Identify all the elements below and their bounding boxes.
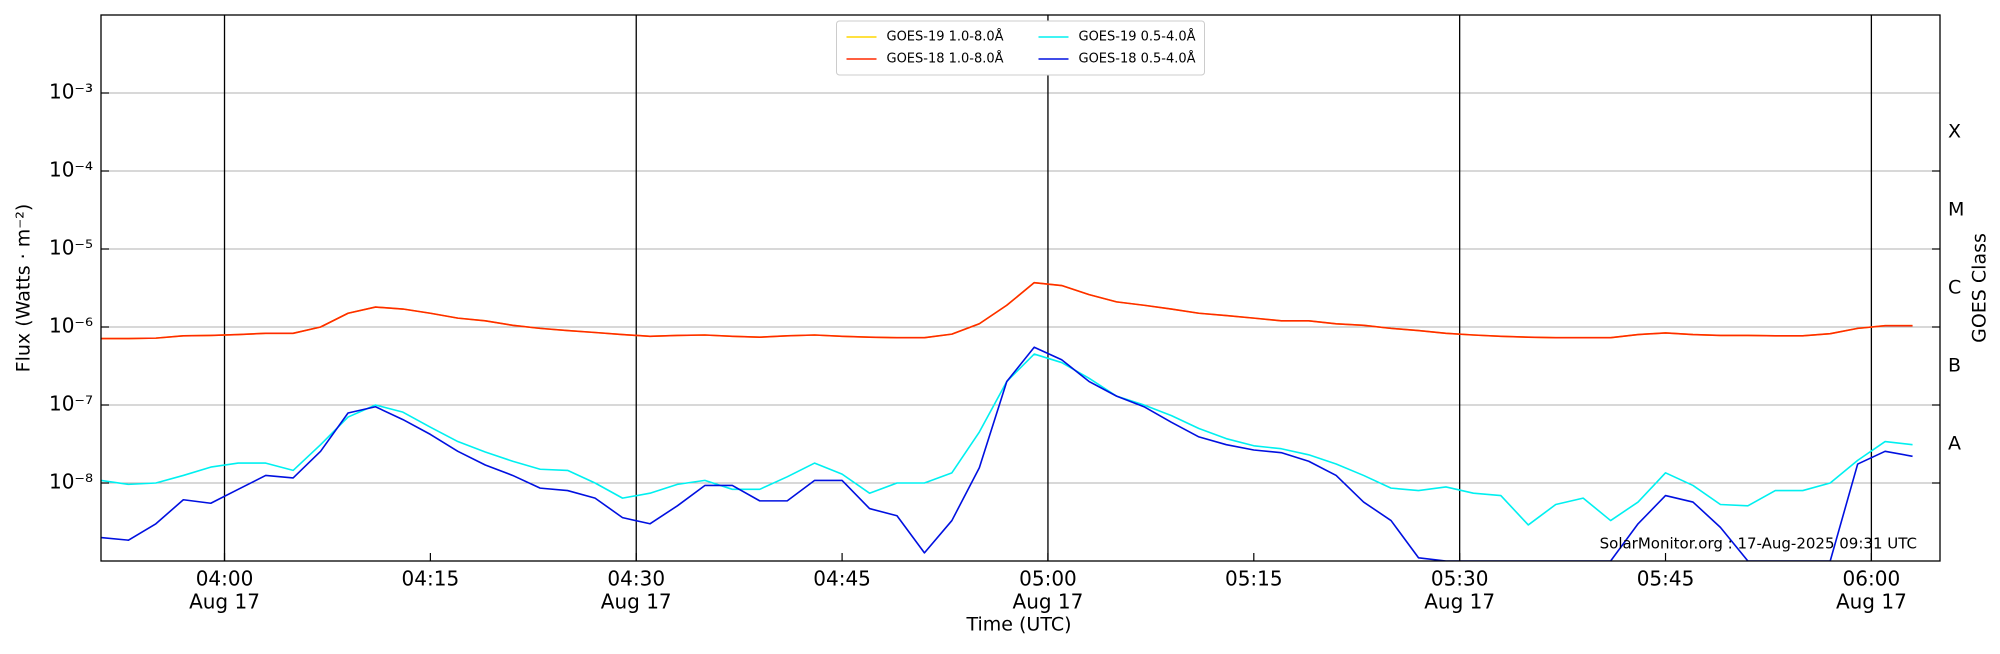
y2-axis-label: GOES Class [1969, 233, 1991, 343]
x-tick-label: Aug 17 [1013, 590, 1084, 614]
grid [101, 15, 1940, 561]
legend-label: GOES-19 0.5-4.0Å [1079, 29, 1196, 45]
legend-label: GOES-19 1.0-8.0Å [887, 29, 1004, 45]
x-tick-label: 04:30 [607, 567, 665, 591]
x-tick-label: 04:00 [196, 567, 254, 591]
x-tick-label: Aug 17 [1836, 590, 1907, 614]
plot-lines [101, 281, 1913, 561]
x-tick-label: Aug 17 [1424, 590, 1495, 614]
y-tick-label: 10⁻⁶ [49, 314, 93, 338]
legend-box [836, 20, 1205, 76]
y2-tick-label: B [1948, 355, 1961, 377]
y2-tick-label: X [1948, 121, 1961, 143]
series-line [101, 281, 1913, 340]
y-tick-label: 10⁻⁷ [49, 392, 93, 416]
y2-tick-label: C [1948, 277, 1961, 299]
y-tick-label: 10⁻⁴ [49, 158, 93, 182]
y-axis-label: Flux (Watts · m⁻²) [13, 204, 35, 373]
x-tick-label: Aug 17 [601, 590, 672, 614]
x-tick-label: 05:30 [1431, 567, 1489, 591]
legend: GOES-19 1.0-8.0Å GOES-18 1.0-8.0Å GOES-19 … [836, 20, 1205, 76]
x-tick-label: 06:00 [1843, 567, 1901, 591]
x-tick-label: 05:00 [1019, 567, 1077, 591]
legend-label: GOES-18 1.0-8.0Å [887, 51, 1004, 67]
y-tick-label: 10⁻⁵ [49, 236, 93, 260]
legend-label: GOES-18 0.5-4.0Å [1079, 51, 1196, 67]
y-tick-label: 10⁻³ [49, 80, 93, 104]
x-tick-label: 05:45 [1637, 567, 1695, 591]
y2-tick-label: M [1948, 199, 1964, 221]
x-tick-label: 04:45 [813, 567, 871, 591]
annotation: SolarMonitor.org : 17-Aug-2025 09:31 UTC [1600, 535, 1917, 553]
x-tick-label: 05:15 [1225, 567, 1283, 591]
series-line [101, 346, 1913, 561]
x-tick-label: Aug 17 [189, 590, 260, 614]
x-axis-label: Time (UTC) [965, 614, 1071, 636]
y2-tick-label: A [1948, 433, 1961, 455]
y-tick-label: 10⁻⁸ [49, 470, 93, 494]
x-tick-label: 04:15 [402, 567, 460, 591]
plot-frame [100, 14, 1941, 562]
